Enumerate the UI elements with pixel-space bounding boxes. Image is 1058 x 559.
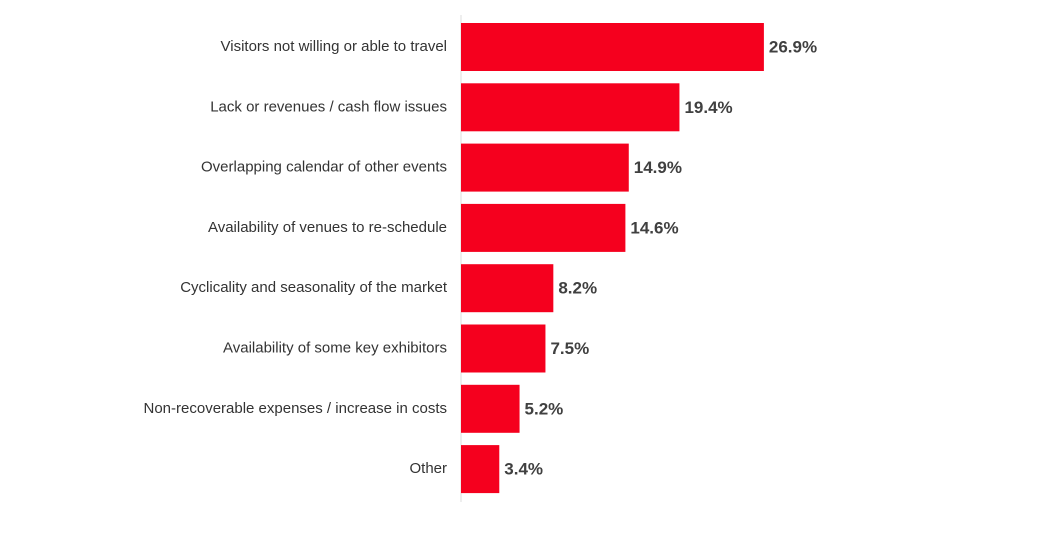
value-label: 5.2% [525, 399, 564, 418]
category-label: Other [409, 460, 447, 477]
bar [461, 445, 500, 494]
category-label: Cyclicality and seasonality of the marke… [180, 279, 448, 296]
value-label: 8.2% [558, 279, 597, 298]
bar [461, 324, 546, 373]
bar [461, 23, 764, 71]
category-label: Overlapping calendar of other events [201, 159, 447, 176]
category-label: Availability of some key exhibitors [223, 339, 447, 356]
value-label: 14.6% [630, 218, 678, 237]
category-label: Visitors not willing or able to travel [221, 38, 448, 55]
bar [461, 203, 626, 252]
value-label: 19.4% [684, 98, 732, 117]
category-label: Lack or revenues / cash flow issues [210, 98, 447, 115]
bar [461, 143, 629, 192]
bar [461, 83, 680, 132]
value-label: 14.9% [634, 158, 682, 177]
bar [461, 384, 520, 433]
value-label: 3.4% [504, 460, 543, 479]
category-label: Non-recoverable expenses / increase in c… [144, 400, 448, 417]
category-label: Availability of venues to re-schedule [208, 219, 447, 236]
value-label: 7.5% [550, 339, 589, 358]
value-label: 26.9% [769, 37, 817, 56]
bar [461, 264, 554, 313]
